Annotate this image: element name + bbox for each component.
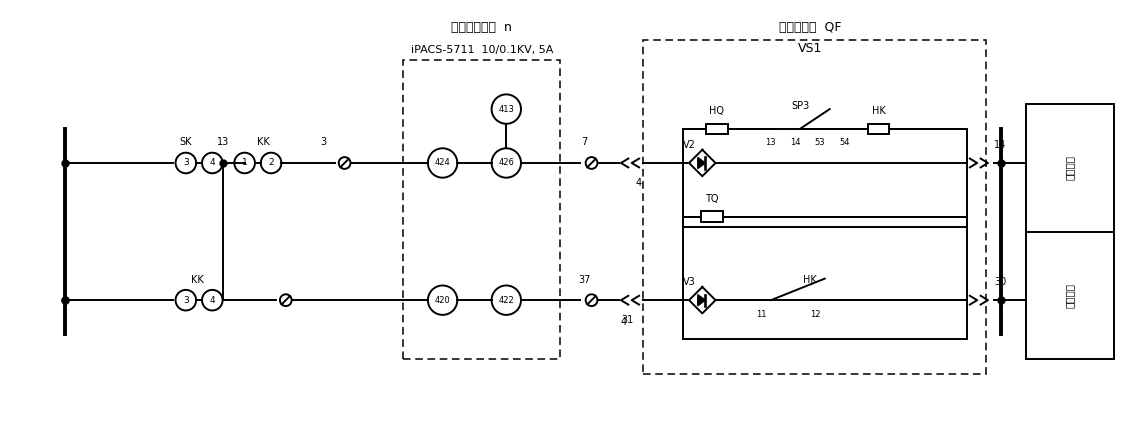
Text: 3: 3: [182, 296, 189, 305]
Text: 合闸回路: 合闸回路: [1065, 155, 1075, 180]
Text: 真空断路器  QF: 真空断路器 QF: [779, 21, 841, 34]
Bar: [1026, 104, 1114, 359]
Bar: [868, 124, 889, 134]
Text: SK: SK: [180, 137, 192, 147]
Text: V2: V2: [683, 140, 695, 150]
Text: 420: 420: [434, 296, 450, 305]
Text: 426: 426: [498, 159, 514, 168]
Text: 424: 424: [434, 159, 450, 168]
Text: TQ: TQ: [706, 194, 719, 204]
Text: 保护测控装置  n: 保护测控装置 n: [451, 21, 512, 34]
Text: 分闸回路: 分闸回路: [1065, 283, 1075, 308]
Text: KK: KK: [192, 274, 204, 284]
Text: 4: 4: [621, 317, 627, 327]
Bar: [706, 124, 727, 134]
Circle shape: [586, 294, 597, 306]
Circle shape: [339, 157, 350, 169]
Text: 54: 54: [839, 138, 849, 147]
Text: 7: 7: [581, 137, 588, 147]
Text: 12: 12: [809, 310, 821, 319]
Text: 3: 3: [320, 137, 326, 147]
Bar: [643, 41, 986, 373]
Text: 37: 37: [578, 274, 591, 284]
Text: 14: 14: [790, 138, 800, 147]
Text: 53: 53: [815, 138, 825, 147]
Bar: [404, 60, 560, 359]
Polygon shape: [689, 150, 716, 176]
Text: 13: 13: [217, 137, 229, 147]
Text: 31: 31: [621, 315, 633, 325]
Text: 11: 11: [756, 310, 766, 319]
Text: iPACS-5711  10/0.1KV, 5A: iPACS-5711 10/0.1KV, 5A: [410, 45, 553, 55]
Text: 1: 1: [242, 159, 247, 168]
Polygon shape: [689, 287, 716, 314]
Text: 14: 14: [994, 140, 1007, 150]
Text: HQ: HQ: [709, 106, 725, 116]
Text: 4: 4: [210, 296, 215, 305]
Text: 2: 2: [268, 159, 274, 168]
Text: SP3: SP3: [791, 101, 809, 111]
Circle shape: [280, 294, 292, 306]
Text: 422: 422: [498, 296, 514, 305]
Text: 413: 413: [498, 105, 514, 114]
Text: HK: HK: [872, 106, 886, 116]
Text: KK: KK: [256, 137, 270, 147]
Text: 4: 4: [210, 159, 215, 168]
Text: 30: 30: [994, 277, 1007, 287]
Text: VS1: VS1: [798, 42, 822, 55]
Text: 4: 4: [635, 178, 642, 188]
Bar: [701, 211, 723, 222]
Polygon shape: [698, 295, 706, 306]
Text: 13: 13: [766, 138, 776, 147]
Circle shape: [586, 157, 597, 169]
Text: 3: 3: [182, 159, 189, 168]
Text: V3: V3: [683, 277, 695, 287]
Text: HK: HK: [804, 274, 817, 284]
Polygon shape: [698, 157, 706, 168]
